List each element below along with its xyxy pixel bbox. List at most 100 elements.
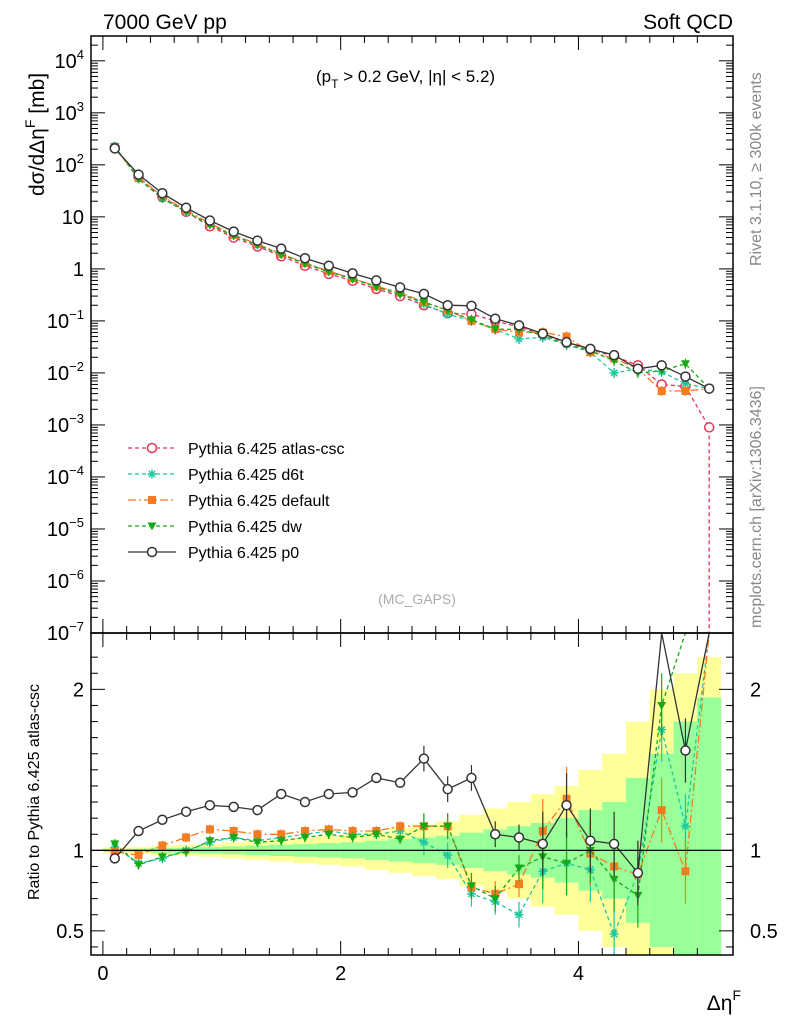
data-point (681, 386, 690, 395)
ratio-point (562, 859, 572, 868)
main-frame (90, 35, 734, 634)
series-pythia-6-425-dw (110, 143, 714, 394)
data-point (347, 268, 358, 279)
header-right-label: Soft QCD (643, 11, 733, 34)
series-pythia-6-425-p0 (109, 143, 715, 394)
data-point (680, 371, 691, 382)
ratio-point (133, 825, 144, 837)
y-tick-base: 10 (55, 155, 77, 177)
ratio-point (394, 777, 406, 788)
cuts-post: > 0.2 GeV, |η| < 5.2) (338, 67, 495, 86)
ratio-point (419, 822, 429, 831)
y-tick-base: 10 (47, 415, 69, 437)
ratio-point (419, 837, 429, 847)
ratio-point (585, 835, 596, 846)
data-point (489, 313, 501, 324)
data-point (395, 291, 405, 300)
header-left-label: 7000 GeV pp (103, 11, 227, 34)
ratio-point (681, 867, 690, 876)
data-point (466, 300, 477, 312)
ratio-point (300, 833, 310, 842)
ratio-point (442, 783, 453, 795)
legend-item: Pythia 6.425 dw (128, 519, 302, 536)
y-tick-label: 10−3 (47, 411, 84, 437)
data-point (157, 187, 168, 199)
ratio-point (395, 835, 405, 844)
ratio-point (347, 787, 358, 798)
series-line (114, 146, 710, 390)
x-axis-label: ΔηF (707, 987, 741, 1015)
series-pythia-6-425-default (110, 143, 714, 396)
data-point (323, 260, 335, 271)
ratio-point (180, 806, 192, 817)
x-tick-label: 4 (573, 963, 584, 985)
data-point (537, 328, 549, 339)
ratio-point (537, 838, 549, 850)
ratio-point (443, 822, 453, 831)
data-point (703, 422, 715, 433)
data-point (418, 288, 430, 300)
legend-item: Pythia 6.425 d6t (128, 467, 304, 484)
y-tick-exp: 4 (77, 47, 84, 62)
y-tick-exp: −7 (69, 619, 84, 634)
data-point (657, 386, 666, 395)
y-tick-label: 102 (55, 151, 84, 177)
y-tick-label: 10−6 (47, 567, 84, 593)
analysis-watermark: (MC_GAPS) (378, 591, 456, 607)
ratio-point (680, 821, 690, 831)
ratio-y-tick-label: 0.5 (56, 921, 84, 943)
x-label-base: Δη (707, 992, 733, 1015)
legend-label: Pythia 6.425 atlas-csc (188, 441, 345, 458)
data-point (680, 360, 690, 369)
y-tick-label: 10−1 (47, 307, 84, 333)
ratio-point (204, 800, 216, 811)
data-point (608, 349, 620, 361)
ratio-point (228, 801, 239, 813)
y-tick-exp: −6 (69, 567, 84, 582)
y-tick-label: 1 (73, 259, 84, 281)
ratio-point (110, 847, 119, 856)
y-label-unit: [mb] (26, 73, 49, 120)
data-point (419, 298, 429, 307)
y-tick-base: 10 (47, 519, 69, 541)
ratio-point (466, 882, 476, 891)
ratio-point (418, 753, 430, 764)
data-point (442, 299, 453, 311)
ratio-point (109, 853, 121, 864)
y-tick-label: 10−2 (47, 359, 84, 385)
y-tick-exp: 3 (77, 99, 84, 114)
ratio-point (253, 830, 262, 839)
y-tick-exp: 2 (77, 151, 84, 166)
legend-label: Pythia 6.425 p0 (188, 545, 299, 562)
series-pythia-6-425-d6t (110, 141, 714, 394)
data-point (109, 143, 121, 154)
ratio-point (299, 796, 311, 808)
x-label-sup: F (732, 987, 741, 1003)
data-point (513, 320, 525, 331)
ratio-point (301, 827, 309, 836)
ratio-point (158, 841, 167, 850)
ratio-y-axis-label: Ratio to Pythia 6.425 atlas-csc (26, 684, 43, 900)
axes-layer: 10410310210110−110−210−310−410−510−610−7… (47, 35, 778, 985)
y-tick-base: 10 (47, 363, 69, 385)
legend-label: Pythia 6.425 dw (188, 519, 302, 536)
ratio-point (466, 772, 477, 784)
main-y-axis-label: dσ/dΔηF [mb] (22, 73, 49, 196)
legend-item: Pythia 6.425 p0 (128, 545, 299, 562)
ratio-point (632, 867, 644, 879)
legend-marker (146, 546, 158, 558)
ratio-point (657, 701, 667, 710)
y-tick-base: 10 (55, 103, 77, 125)
ratio-point (443, 850, 453, 860)
ratio-point (515, 880, 523, 889)
y-tick-base: 10 (47, 623, 69, 645)
legend-item: Pythia 6.425 atlas-csc (128, 441, 345, 458)
y-tick-base: 10 (62, 207, 84, 229)
data-point (252, 235, 263, 246)
data-point (490, 325, 500, 334)
x-tick-label: 2 (335, 963, 346, 985)
y-tick-exp: −1 (69, 307, 84, 322)
ratio-point (608, 838, 620, 850)
ratio-point (134, 851, 143, 860)
y-tick-base: 10 (55, 51, 77, 73)
